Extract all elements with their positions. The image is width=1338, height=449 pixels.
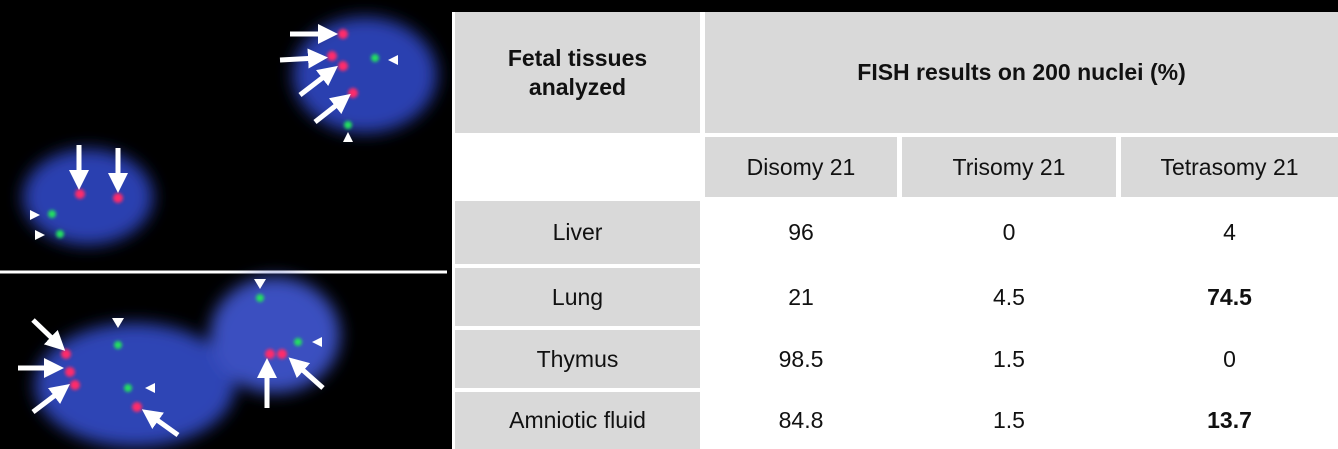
figure: Fetal tissues analyzedFISH results on 20… — [0, 0, 1338, 449]
row-label: Lung — [455, 268, 700, 326]
header-results: FISH results on 200 nuclei (%) — [705, 12, 1338, 133]
data-cell: 98.5 — [705, 330, 897, 388]
data-cell: 4.5 — [902, 268, 1116, 326]
column-header: Tetrasomy 21 — [1121, 137, 1338, 197]
data-cell: 74.5 — [1121, 268, 1338, 326]
row-label: Thymus — [455, 330, 700, 388]
data-cell: 0 — [902, 201, 1116, 264]
data-cell: 1.5 — [902, 330, 1116, 388]
data-cell: 13.7 — [1121, 392, 1338, 449]
data-cell: 4 — [1121, 201, 1338, 264]
column-header: Disomy 21 — [705, 137, 897, 197]
row-label: Amniotic fluid — [455, 392, 700, 449]
header-tissue: Fetal tissues analyzed — [455, 12, 700, 133]
data-cell: 84.8 — [705, 392, 897, 449]
column-header: Trisomy 21 — [902, 137, 1116, 197]
row-label: Liver — [455, 201, 700, 264]
fish-images — [0, 0, 452, 449]
blank-cell — [455, 137, 700, 197]
data-cell: 21 — [705, 268, 897, 326]
data-cell: 0 — [1121, 330, 1338, 388]
data-cell: 96 — [705, 201, 897, 264]
data-cell: 1.5 — [902, 392, 1116, 449]
